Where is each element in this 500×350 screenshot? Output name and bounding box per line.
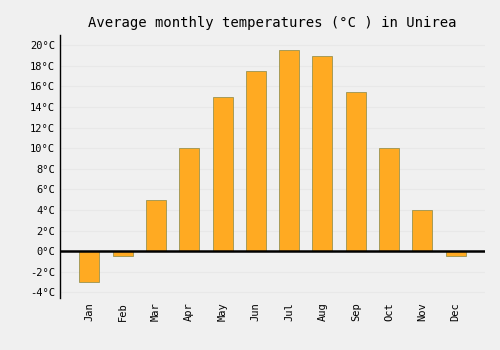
Bar bbox=[246, 71, 266, 251]
Bar bbox=[379, 148, 399, 251]
Bar bbox=[312, 56, 332, 251]
Bar bbox=[346, 92, 366, 251]
Bar bbox=[112, 251, 132, 256]
Bar bbox=[146, 200, 166, 251]
Bar bbox=[279, 50, 299, 251]
Title: Average monthly temperatures (°C ) in Unirea: Average monthly temperatures (°C ) in Un… bbox=[88, 16, 457, 30]
Bar bbox=[80, 251, 100, 282]
Bar bbox=[212, 97, 233, 251]
Bar bbox=[446, 251, 466, 256]
Bar bbox=[412, 210, 432, 251]
Bar bbox=[179, 148, 199, 251]
